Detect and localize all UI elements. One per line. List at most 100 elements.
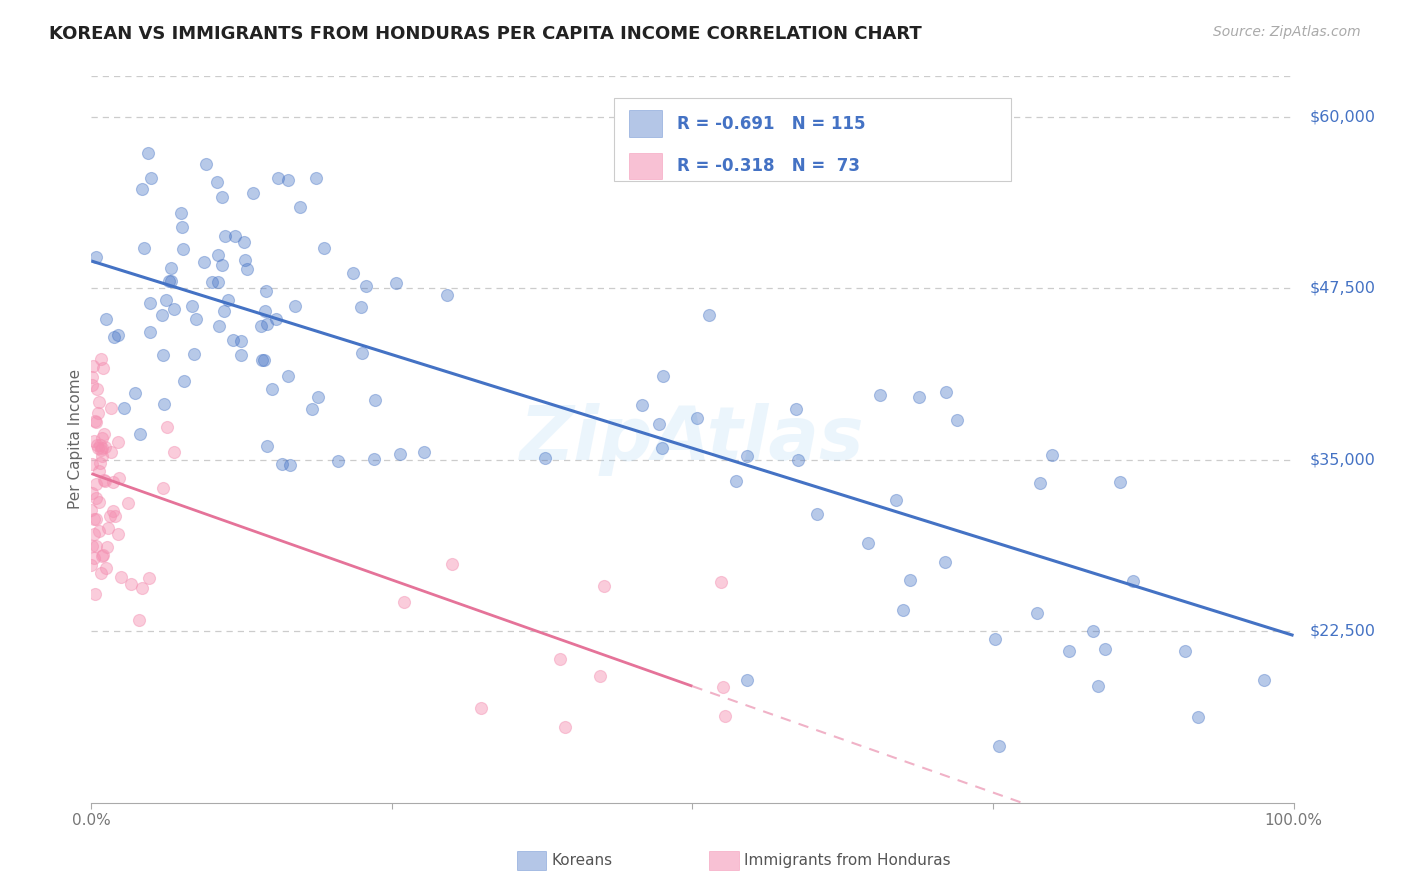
Point xyxy=(89,495,111,509)
Point xyxy=(363,452,385,467)
Point xyxy=(631,398,654,412)
Text: Immigrants from Honduras: Immigrants from Honduras xyxy=(745,853,950,868)
Point xyxy=(100,401,122,416)
Point xyxy=(1122,574,1144,588)
Point xyxy=(277,173,299,187)
Y-axis label: Per Capita Income: Per Capita Income xyxy=(67,369,83,509)
Point xyxy=(110,570,132,584)
Point xyxy=(80,377,103,392)
Point xyxy=(83,434,105,448)
Point xyxy=(301,402,323,417)
Point xyxy=(277,369,299,384)
Point xyxy=(107,527,129,541)
Point xyxy=(101,475,124,489)
Text: Koreans: Koreans xyxy=(551,853,613,868)
Point xyxy=(270,457,292,471)
Point xyxy=(908,390,931,404)
Point xyxy=(156,419,179,434)
Point xyxy=(96,541,118,555)
Point xyxy=(152,348,174,362)
Point xyxy=(159,274,181,288)
Point xyxy=(117,496,139,510)
Point xyxy=(785,402,807,417)
Point xyxy=(806,507,828,521)
Point xyxy=(170,219,193,234)
Point xyxy=(107,327,129,342)
Point xyxy=(87,441,110,455)
Point xyxy=(254,285,277,299)
Point xyxy=(231,348,253,362)
Point xyxy=(173,374,195,388)
Point xyxy=(305,170,328,185)
Point xyxy=(87,406,110,420)
Point xyxy=(205,175,228,189)
Point xyxy=(589,668,612,682)
Point xyxy=(80,558,103,573)
FancyBboxPatch shape xyxy=(614,97,1011,181)
Point xyxy=(132,241,155,255)
Point xyxy=(392,595,415,609)
Point xyxy=(181,299,204,313)
Point xyxy=(208,319,231,334)
Point xyxy=(94,474,117,488)
Point xyxy=(711,680,734,694)
Point xyxy=(87,395,110,409)
Point xyxy=(98,509,121,524)
Point xyxy=(211,258,233,272)
Point xyxy=(256,317,278,331)
Point xyxy=(80,485,103,500)
Point xyxy=(139,296,162,310)
Point xyxy=(80,457,103,471)
Text: ZipAtlas: ZipAtlas xyxy=(520,403,865,475)
FancyBboxPatch shape xyxy=(628,111,662,136)
Point xyxy=(1253,673,1275,687)
Point xyxy=(84,491,107,506)
Text: KOREAN VS IMMIGRANTS FROM HONDURAS PER CAPITA INCOME CORRELATION CHART: KOREAN VS IMMIGRANTS FROM HONDURAS PER C… xyxy=(49,25,922,43)
Point xyxy=(90,351,112,366)
Point xyxy=(94,311,117,326)
Point xyxy=(90,566,112,581)
Point xyxy=(100,444,122,458)
Point xyxy=(153,397,176,411)
Point xyxy=(89,524,111,539)
Point xyxy=(534,450,557,465)
Point xyxy=(278,458,301,472)
Point xyxy=(1109,475,1132,489)
Text: R = -0.318   N =  73: R = -0.318 N = 73 xyxy=(676,157,860,175)
Point xyxy=(224,228,246,243)
Point xyxy=(290,200,312,214)
Point xyxy=(90,441,112,455)
Point xyxy=(83,512,105,526)
Point xyxy=(697,308,720,322)
Point xyxy=(194,157,217,171)
Point xyxy=(91,549,114,563)
Point xyxy=(713,709,735,723)
Point xyxy=(1057,644,1080,658)
Point xyxy=(354,279,377,293)
Point xyxy=(152,481,174,495)
Point xyxy=(93,473,115,487)
Point xyxy=(84,414,107,428)
Point xyxy=(1187,710,1209,724)
Point xyxy=(84,251,107,265)
Point xyxy=(440,557,463,571)
Point xyxy=(987,739,1010,753)
Point xyxy=(131,581,153,595)
Point xyxy=(984,632,1007,647)
Point xyxy=(352,346,374,360)
Text: $35,000: $35,000 xyxy=(1309,452,1375,467)
Point xyxy=(131,181,153,195)
Point xyxy=(170,206,193,220)
Point xyxy=(107,434,129,449)
Point xyxy=(84,587,107,601)
Point xyxy=(307,390,329,404)
Point xyxy=(138,571,160,585)
Point xyxy=(90,549,112,563)
Point xyxy=(436,287,458,301)
Point xyxy=(856,535,879,549)
Point xyxy=(363,392,385,407)
Point xyxy=(97,521,120,535)
Point xyxy=(91,431,114,445)
Point xyxy=(211,190,233,204)
Point xyxy=(1081,624,1104,638)
